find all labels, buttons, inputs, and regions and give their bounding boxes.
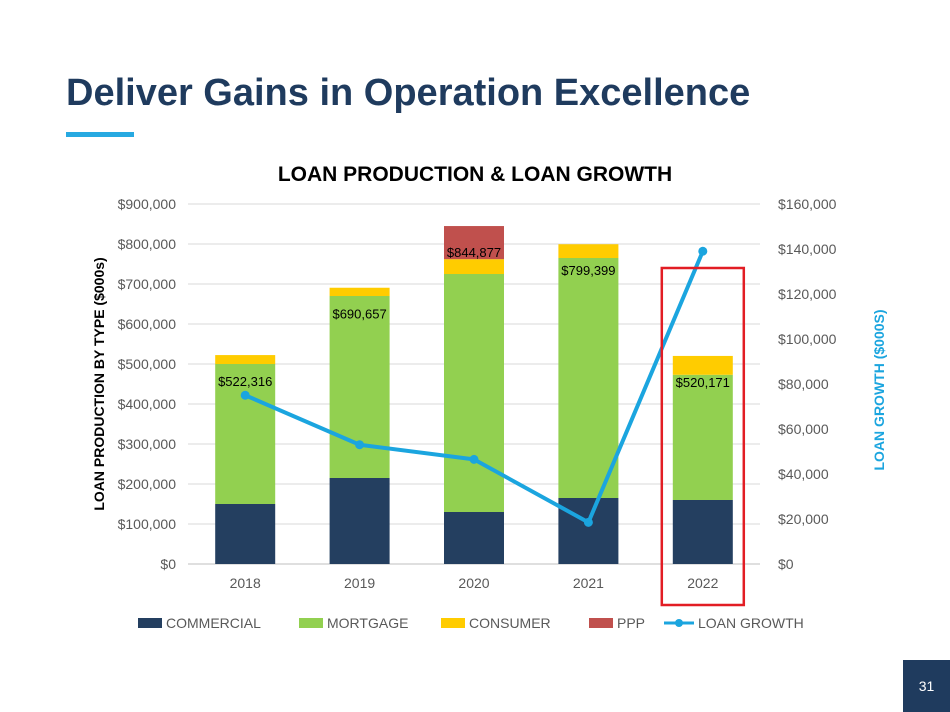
legend-swatch-mortgage	[299, 618, 323, 628]
bar-total-label: $520,171	[676, 375, 730, 390]
title-accent-rule	[66, 132, 134, 137]
legend-swatch-commercial	[138, 618, 162, 628]
y-tick-label: $600,000	[118, 316, 177, 332]
bar-total-label: $799,399	[561, 263, 615, 278]
y2-tick-label: $40,000	[778, 466, 829, 482]
bar-mortgage-2018	[215, 364, 276, 504]
bar-consumer-2020	[444, 259, 504, 274]
bar-mortgage-2019	[329, 296, 390, 478]
y2-tick-label: $160,000	[778, 196, 837, 212]
bar-commercial-2022	[672, 500, 733, 564]
bar-mortgage-2020	[444, 274, 504, 512]
bar-commercial-2019	[329, 478, 390, 564]
y-tick-label: $700,000	[118, 276, 177, 292]
loan-growth-point	[698, 246, 708, 256]
y-tick-label: $100,000	[118, 516, 177, 532]
x-tick-label: 2020	[458, 575, 489, 591]
page-number-badge: 31	[903, 660, 950, 712]
y2-axis-title: LOAN GROWTH ($000S)	[871, 309, 887, 470]
bar-commercial-2018	[215, 504, 276, 564]
legend-label: LOAN GROWTH	[698, 615, 804, 631]
legend-label: CONSUMER	[469, 615, 551, 631]
y-tick-label: $900,000	[118, 196, 177, 212]
legend-swatch-ppp	[589, 618, 613, 628]
bar-consumer-2018	[215, 355, 276, 364]
y2-tick-label: $140,000	[778, 241, 837, 257]
y-tick-label: $800,000	[118, 236, 177, 252]
bar-consumer-2022	[672, 355, 733, 375]
y-tick-label: $300,000	[118, 436, 177, 452]
y-tick-label: $0	[160, 556, 176, 572]
bar-ppp-2020	[444, 226, 504, 260]
x-tick-label: 2019	[344, 575, 375, 591]
y-tick-label: $200,000	[118, 476, 177, 492]
bar-commercial-2021	[558, 498, 619, 564]
bar-total-label: $844,877	[447, 245, 501, 260]
bar-commercial-2020	[444, 512, 504, 564]
bar-total-label: $690,657	[332, 307, 386, 322]
bar-consumer-2019	[329, 287, 390, 296]
slide-title: Deliver Gains in Operation Excellence	[66, 72, 751, 114]
y2-tick-label: $20,000	[778, 511, 829, 527]
legend-label: COMMERCIAL	[166, 615, 261, 631]
y-axis-title: LOAN PRODUCTION BY TYPE ($000s)	[91, 257, 107, 510]
y2-tick-label: $120,000	[778, 286, 837, 302]
y2-tick-label: $0	[778, 556, 794, 572]
legend-label: MORTGAGE	[327, 615, 408, 631]
legend-swatch-consumer	[441, 618, 465, 628]
bar-total-label: $522,316	[218, 374, 272, 389]
loan-growth-point	[240, 390, 250, 400]
loan-growth-point	[583, 517, 593, 527]
x-tick-label: 2022	[687, 575, 718, 591]
legend-label: PPP	[617, 615, 645, 631]
bar-consumer-2021	[558, 244, 619, 258]
bar-mortgage-2022	[672, 374, 733, 500]
y-tick-label: $400,000	[118, 396, 177, 412]
legend-marker-loan-growth	[675, 619, 683, 627]
y-tick-label: $500,000	[118, 356, 177, 372]
loan-growth-point	[355, 440, 365, 450]
loan-growth-point	[469, 454, 479, 464]
y2-tick-label: $60,000	[778, 421, 829, 437]
x-tick-label: 2021	[573, 575, 604, 591]
bar-mortgage-2021	[558, 258, 619, 498]
chart-title: LOAN PRODUCTION & LOAN GROWTH	[278, 163, 672, 186]
y2-tick-label: $80,000	[778, 376, 829, 392]
y2-tick-label: $100,000	[778, 331, 837, 347]
highlight-box	[660, 266, 746, 607]
x-tick-label: 2018	[230, 575, 261, 591]
